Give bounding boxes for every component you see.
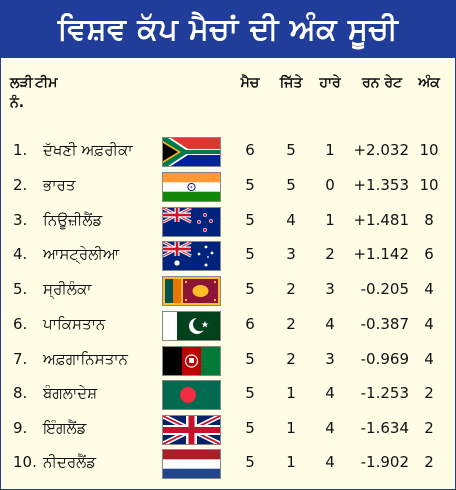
row-rank: 4. [13, 245, 28, 263]
table-row: 3. ਨਿਊਜ਼ੀਲੈਂਡ 5 [1, 203, 455, 237]
row-rank: 1. [13, 141, 28, 159]
row-lost: 4 [325, 419, 335, 437]
india-flag [162, 172, 221, 202]
row-net-run-rate: -1.253 [360, 384, 409, 402]
header-matches: ਮੈਚ [240, 75, 260, 91]
row-won: 2 [286, 315, 296, 333]
row-rank: 5. [13, 280, 28, 298]
row-points: 10 [419, 141, 439, 159]
table-row: 4. ਆਸਟ੍ਰੇਲੀਆ [1, 237, 455, 271]
table-row: 9. ਇੰਗਲੈਂਡ 5 1 4 -1.634 2 [1, 411, 455, 445]
header-won: ਜਿੱਤੇ [279, 75, 303, 91]
row-matches: 5 [245, 419, 255, 437]
row-points: 4 [424, 280, 434, 298]
row-won: 1 [286, 453, 296, 471]
row-lost: 1 [325, 141, 335, 159]
row-lost: 4 [325, 384, 335, 402]
row-team: ਭਾਰਤ [43, 176, 76, 194]
table-row: 7. ਅਫ਼ਗਾਨਿਸਤਾਨ 5 2 3 -0.969 4 [1, 342, 455, 376]
row-matches: 6 [245, 141, 255, 159]
row-net-run-rate: +1.353 [353, 176, 409, 194]
row-won: 5 [286, 141, 296, 159]
row-net-run-rate: -1.902 [360, 453, 409, 471]
row-matches: 5 [245, 211, 255, 229]
row-team: ਸ੍ਰੀਲੰਕਾ [43, 280, 92, 298]
row-points: 4 [424, 350, 434, 368]
row-team: ਪਾਕਿਸਤਾਨ [43, 315, 106, 333]
table-row: 5. ਸ੍ਰੀਲੰਕਾ 5 2 3 -0.205 4 [1, 272, 455, 306]
south-africa-flag [162, 137, 221, 167]
table-row: 8. ਬੰਗਲਾਦੇਸ਼ 5 1 4 -1.253 2 [1, 376, 455, 410]
header-points: ਅੰਕ [418, 75, 440, 91]
row-lost: 3 [325, 280, 335, 298]
row-lost: 1 [325, 211, 335, 229]
row-team: ਨੀਦਰਲੈਂਡ [43, 453, 97, 471]
table-row: 2. ਭਾਰਤ 5 5 0 +1.353 10 [1, 168, 455, 202]
row-matches: 5 [245, 384, 255, 402]
sri-lanka-flag [162, 276, 221, 306]
table-row: 1. ਦੱਖਣੀ ਅਫ਼ਰੀਕਾ 6 5 1 +2.032 10 [1, 133, 455, 167]
row-matches: 6 [245, 315, 255, 333]
row-rank: 6. [13, 315, 28, 333]
row-team: ਅਫ਼ਗਾਨਿਸਤਾਨ [43, 350, 128, 368]
header-net-run-rate: ਰਨ ਰੇਟ [362, 75, 402, 91]
new-zealand-flag [162, 207, 221, 237]
header-team: ਟੀਮ [35, 75, 58, 91]
row-won: 1 [286, 384, 296, 402]
row-points: 6 [424, 245, 434, 263]
row-points: 8 [424, 211, 434, 229]
row-matches: 5 [245, 280, 255, 298]
row-net-run-rate: -0.969 [360, 350, 409, 368]
row-matches: 5 [245, 176, 255, 194]
row-rank: 8. [13, 384, 28, 402]
row-lost: 2 [325, 245, 335, 263]
row-lost: 4 [325, 315, 335, 333]
row-points: 2 [424, 419, 434, 437]
row-net-run-rate: -1.634 [360, 419, 409, 437]
row-points: 2 [424, 453, 434, 471]
row-team: ਆਸਟ੍ਰੇਲੀਆ [43, 245, 120, 263]
table-row: 6. ਪਾਕਿਸਤਾਨ 6 2 4 -0.387 4 [1, 307, 455, 341]
row-won: 4 [286, 211, 296, 229]
header-rank: ਲੜੀ ਨੰ. [10, 75, 33, 111]
header-lost: ਹਾਰੇ [319, 75, 341, 91]
table-row: 10. ਨੀਦਰਲੈਂਡ 5 1 4 -1.902 2 [1, 445, 455, 479]
row-matches: 5 [245, 350, 255, 368]
row-matches: 5 [245, 453, 255, 471]
row-team: ਦੱਖਣੀ ਅਫ਼ਰੀਕਾ [43, 141, 133, 159]
netherlands-flag [162, 449, 221, 479]
bangladesh-flag [162, 380, 221, 410]
row-net-run-rate: +1.142 [353, 245, 409, 263]
row-lost: 3 [325, 350, 335, 368]
row-rank: 3. [13, 211, 28, 229]
row-net-run-rate: +1.481 [353, 211, 409, 229]
row-won: 2 [286, 280, 296, 298]
row-won: 3 [286, 245, 296, 263]
row-net-run-rate: -0.205 [360, 280, 409, 298]
afghanistan-flag [162, 346, 221, 376]
row-rank: 2. [13, 176, 28, 194]
row-won: 1 [286, 419, 296, 437]
row-team: ਬੰਗਲਾਦੇਸ਼ [43, 384, 98, 402]
page-title: ਵਿਸ਼ਵ ਕੱਪ ਮੈਚਾਂ ਦੀ ਅੰਕ ਸੂਚੀ [1, 1, 455, 58]
england-flag [162, 415, 221, 445]
row-won: 5 [286, 176, 296, 194]
row-rank: 10. [13, 453, 37, 471]
row-lost: 4 [325, 453, 335, 471]
row-net-run-rate: -0.387 [360, 315, 409, 333]
row-net-run-rate: +2.032 [353, 141, 409, 159]
row-rank: 9. [13, 419, 28, 437]
australia-flag [162, 241, 221, 271]
row-matches: 5 [245, 245, 255, 263]
row-points: 2 [424, 384, 434, 402]
row-team: ਨਿਊਜ਼ੀਲੈਂਡ [43, 211, 103, 229]
row-points: 10 [419, 176, 439, 194]
row-points: 4 [424, 315, 434, 333]
pakistan-flag [162, 311, 221, 341]
row-team: ਇੰਗਲੈਂਡ [43, 419, 87, 437]
row-rank: 7. [13, 350, 28, 368]
row-won: 2 [286, 350, 296, 368]
row-lost: 0 [325, 176, 335, 194]
